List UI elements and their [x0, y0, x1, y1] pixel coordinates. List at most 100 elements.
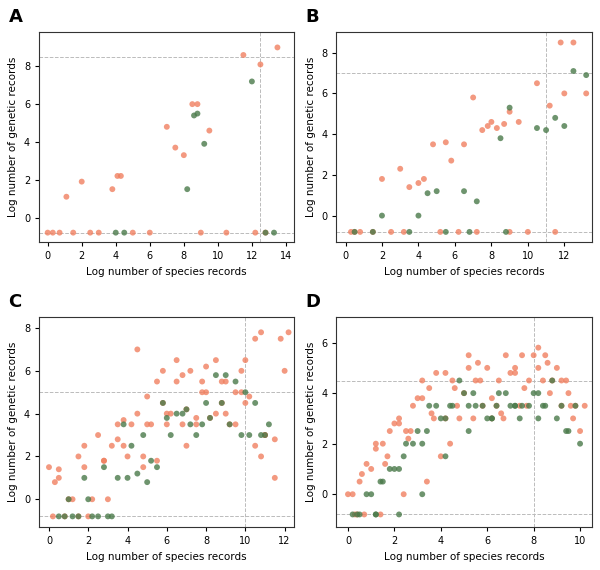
Point — [571, 401, 580, 410]
Point — [350, 227, 359, 237]
Point — [182, 441, 191, 450]
Point — [469, 93, 478, 102]
Point — [80, 463, 89, 472]
Point — [487, 394, 497, 403]
Point — [68, 495, 77, 504]
Point — [529, 351, 538, 360]
Point — [221, 377, 230, 386]
Point — [455, 414, 464, 423]
Point — [236, 367, 246, 376]
Point — [431, 401, 441, 410]
Point — [487, 117, 496, 127]
Point — [383, 452, 392, 461]
Point — [380, 459, 390, 469]
Point — [394, 465, 404, 474]
Point — [44, 463, 54, 472]
Point — [496, 133, 505, 142]
Point — [236, 430, 246, 439]
Point — [575, 439, 585, 448]
Point — [440, 414, 450, 423]
Point — [77, 177, 86, 186]
Point — [178, 409, 187, 418]
Point — [440, 452, 450, 461]
Point — [568, 414, 578, 423]
Point — [464, 363, 473, 372]
Point — [505, 107, 514, 116]
Point — [401, 426, 411, 435]
Point — [99, 456, 109, 465]
Point — [524, 401, 534, 410]
Point — [133, 469, 142, 478]
Point — [158, 367, 167, 376]
Point — [127, 420, 136, 429]
Point — [429, 414, 439, 423]
Point — [523, 227, 533, 237]
Point — [99, 463, 109, 472]
Point — [455, 376, 464, 385]
Point — [139, 430, 148, 439]
Point — [404, 227, 414, 237]
Point — [99, 456, 109, 465]
Point — [128, 228, 137, 237]
Point — [196, 228, 206, 237]
Point — [88, 512, 97, 521]
Point — [517, 401, 527, 410]
Point — [343, 490, 353, 499]
Point — [501, 389, 511, 398]
Point — [496, 409, 506, 418]
Point — [367, 490, 376, 499]
Point — [556, 38, 565, 47]
Point — [113, 420, 122, 429]
Point — [524, 376, 534, 385]
Point — [133, 409, 142, 418]
Point — [231, 420, 241, 429]
Point — [413, 394, 422, 403]
Point — [459, 389, 469, 398]
Point — [571, 401, 580, 410]
Point — [241, 398, 250, 408]
Point — [221, 228, 231, 237]
Point — [256, 430, 266, 439]
Point — [185, 367, 195, 376]
Point — [280, 367, 289, 376]
Point — [54, 473, 64, 482]
Point — [581, 71, 591, 80]
Point — [250, 334, 260, 343]
Point — [48, 512, 58, 521]
Point — [355, 477, 364, 486]
Point — [211, 409, 221, 418]
Point — [418, 490, 427, 499]
Point — [158, 398, 167, 408]
Point — [93, 430, 103, 439]
Point — [563, 426, 573, 435]
Point — [505, 227, 514, 237]
Point — [221, 409, 230, 418]
Point — [413, 426, 422, 435]
Point — [103, 512, 113, 521]
Point — [501, 227, 511, 237]
Point — [423, 189, 433, 198]
Point — [505, 103, 514, 112]
Point — [264, 420, 274, 429]
X-axis label: Log number of species records: Log number of species records — [86, 552, 247, 561]
Point — [260, 430, 270, 439]
Point — [182, 405, 191, 414]
Point — [478, 401, 487, 410]
Point — [64, 495, 73, 504]
Point — [368, 227, 377, 237]
Point — [448, 401, 457, 410]
X-axis label: Log number of species records: Log number of species records — [86, 267, 247, 276]
Point — [538, 376, 548, 385]
Point — [185, 420, 195, 429]
Point — [270, 473, 280, 482]
Y-axis label: Log number of genetic records: Log number of genetic records — [8, 342, 19, 502]
Point — [368, 227, 377, 237]
Point — [472, 227, 482, 237]
Point — [436, 227, 445, 237]
Point — [541, 351, 550, 360]
Point — [543, 359, 553, 368]
Point — [191, 420, 201, 429]
Point — [401, 439, 411, 448]
Point — [359, 510, 369, 519]
Point — [201, 398, 211, 408]
